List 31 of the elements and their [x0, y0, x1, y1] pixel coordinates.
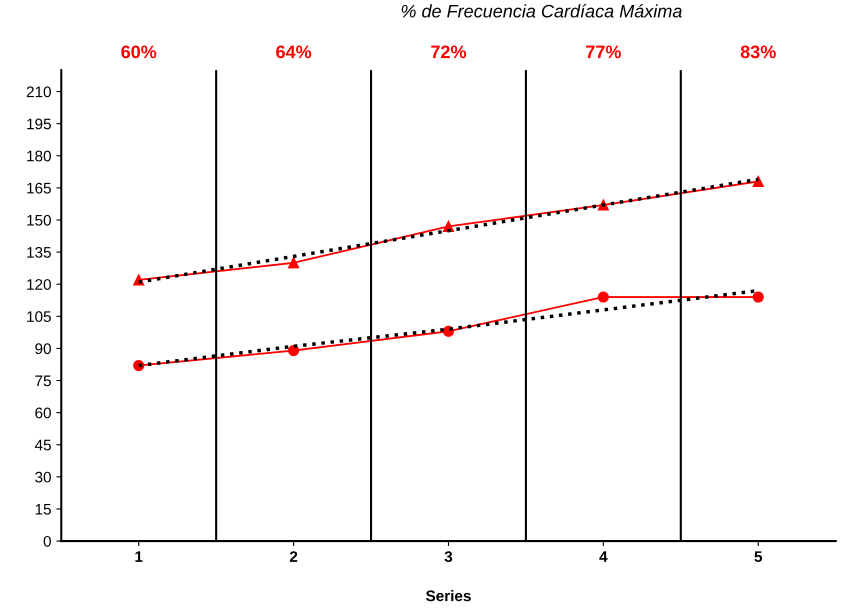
- text: 72%: [431, 45, 466, 58]
- y-tick-label: 30: [35, 472, 51, 483]
- x-tick-label: 5: [754, 551, 762, 562]
- y-tick-label: 90: [35, 343, 51, 354]
- y-tick-label: 15: [36, 504, 51, 515]
- y-tick-label: 120: [27, 279, 51, 290]
- y-tick-label: 105: [27, 311, 51, 322]
- y-tick-label: 210: [26, 86, 51, 98]
- y-tick-label: 0: [44, 536, 51, 547]
- y-tick-label: 180: [27, 150, 51, 162]
- y-tick-label: 135: [27, 246, 51, 258]
- text: 64%: [276, 45, 312, 58]
- x-tick-label: 3: [444, 551, 452, 562]
- x-tick-label: 2: [290, 551, 298, 562]
- y-tick-label: 60: [35, 408, 51, 418]
- point: [288, 345, 300, 356]
- x-axis-title: Series: [426, 590, 471, 602]
- text: 77%: [586, 46, 621, 58]
- y-tick-label: 165: [27, 182, 51, 194]
- x-tick-label: 4: [599, 551, 608, 562]
- chart-title: % de Frecuencia Cardíaca Máxima: [402, 4, 682, 18]
- point: [288, 257, 300, 268]
- y-tick-label: 195: [27, 118, 51, 130]
- point: [752, 291, 764, 303]
- y-tick-label: 150: [27, 214, 51, 226]
- text: 83%: [740, 45, 776, 58]
- y-tick-label: 45: [34, 440, 51, 450]
- x-tick-label: 1: [135, 551, 143, 562]
- y-tick-label: 75: [35, 376, 51, 386]
- text: 60%: [121, 45, 156, 58]
- point: [598, 291, 609, 303]
